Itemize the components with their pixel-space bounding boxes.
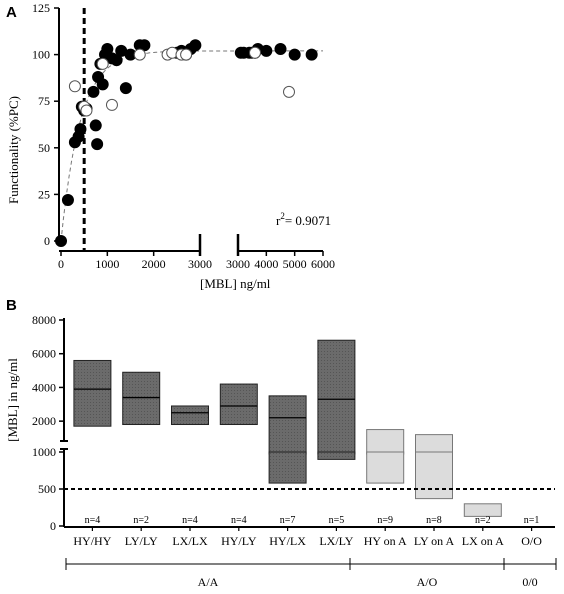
b-bar-upper — [317, 339, 356, 455]
a-point-filled — [89, 119, 102, 132]
a-point-filled — [305, 48, 318, 61]
a-y-tick-label: 100 — [32, 48, 50, 62]
panel-a-letter: A — [6, 4, 17, 21]
b-y-tick-label: 4000 — [32, 380, 56, 394]
panel-b-chart: 2000 4000 6000 8000 0 500 1000 n=4 HY/HY n=2 LY/LY… — [32, 313, 557, 589]
b-bar — [463, 503, 502, 517]
a-point-filled — [288, 48, 301, 61]
panel-a-xlabel: [MBL] ng/ml — [200, 276, 271, 291]
b-group-label: 0/0 — [522, 575, 537, 589]
a-point-filled — [91, 138, 104, 151]
a-point-filled — [189, 39, 202, 52]
a-x-tick-label: 6000 — [311, 257, 335, 271]
a-y-tick-label: 25 — [38, 187, 50, 201]
panel-a-chart: 0 25 50 75 100 125 0 1000 2000 3000 3000 4000 5000 60… — [32, 1, 335, 271]
panel-b-letter: B — [6, 297, 17, 314]
b-bar-lower — [317, 451, 356, 460]
b-category-label: LY/LY — [125, 534, 158, 548]
b-bar-upper — [415, 434, 453, 455]
b-n-label: n=4 — [85, 515, 101, 526]
a-point-open — [283, 85, 295, 98]
b-n-label: n=7 — [280, 515, 296, 526]
a-point-filled — [260, 44, 273, 57]
b-n-label: n=4 — [231, 515, 247, 526]
b-category-label: O/O — [521, 534, 542, 548]
a-point-filled — [274, 43, 287, 56]
b-bar — [219, 383, 258, 426]
a-point-filled — [74, 123, 87, 136]
b-bar — [122, 371, 161, 426]
a-point-filled — [110, 54, 123, 67]
a-point-filled — [87, 85, 100, 98]
a-y-tick-label: 0 — [44, 234, 50, 248]
b-y-tick-label: 1000 — [32, 445, 56, 459]
b-y-tick-label: 500 — [38, 482, 56, 496]
b-y-tick-label: 0 — [50, 519, 56, 533]
a-point-open — [96, 57, 109, 70]
b-category-label: LX/LX — [172, 534, 208, 548]
a-point-filled — [96, 78, 109, 91]
b-bar — [171, 405, 209, 426]
b-bar-upper — [366, 429, 405, 455]
a-point-filled — [138, 39, 151, 52]
a-x-tick-label: 3000 — [188, 257, 212, 271]
b-bar-lower — [268, 451, 307, 484]
a-point-filled — [61, 193, 74, 206]
a-point-open — [133, 48, 146, 61]
b-bar-lower — [366, 451, 405, 484]
a-point-open — [105, 98, 118, 111]
a-point-filled — [119, 82, 132, 95]
a-y-tick-label: 75 — [38, 94, 50, 108]
a-point-open — [80, 104, 93, 117]
a-point-filled — [55, 235, 67, 247]
b-category-label: LX/LY — [319, 534, 353, 548]
a-y-tick-label: 50 — [38, 141, 50, 155]
b-n-label: n=8 — [426, 515, 442, 526]
b-group-label: A/O — [417, 575, 438, 589]
b-n-label: n=4 — [182, 515, 198, 526]
b-bar — [73, 359, 112, 427]
a-point-open — [180, 48, 193, 61]
a-x-tick-label: 3000 — [226, 257, 250, 271]
a-y-tick-label: 125 — [32, 1, 50, 15]
a-point-open — [249, 46, 261, 59]
b-category-label: LY on A — [414, 534, 455, 548]
b-y-tick-label: 8000 — [32, 313, 56, 327]
b-n-label: n=1 — [524, 515, 540, 526]
b-y-tick-label: 6000 — [32, 347, 56, 361]
a-x-tick-label: 5000 — [283, 257, 307, 271]
panel-b-ylabel: [MBL] in ng/ml — [5, 358, 20, 442]
a-x-tick-label: 4000 — [254, 257, 278, 271]
a-x-tick-label: 0 — [58, 257, 64, 271]
panel-a-r2-label: r2= 0.9071 — [276, 211, 331, 228]
a-point-filled — [101, 43, 114, 56]
b-category-label: HY/HY — [73, 534, 111, 548]
b-category-label: HY on A — [364, 534, 407, 548]
b-group-label: A/A — [198, 575, 219, 589]
b-category-label: HY/LY — [221, 534, 257, 548]
b-category-label: HY/LX — [269, 534, 306, 548]
a-x-tick-label: 2000 — [142, 257, 166, 271]
b-n-label: n=2 — [475, 515, 491, 526]
a-x-tick-label: 1000 — [95, 257, 119, 271]
b-bar-upper — [268, 395, 307, 455]
a-point-open — [68, 80, 81, 93]
b-category-label: LX on A — [462, 534, 504, 548]
panel-a-ylabel: Functionality (%PC) — [6, 96, 21, 204]
b-n-label: n=5 — [329, 515, 345, 526]
b-n-label: n=2 — [133, 515, 149, 526]
b-bar-lower — [415, 451, 453, 500]
b-n-label: n=9 — [377, 515, 393, 526]
b-y-tick-label: 2000 — [32, 414, 56, 428]
